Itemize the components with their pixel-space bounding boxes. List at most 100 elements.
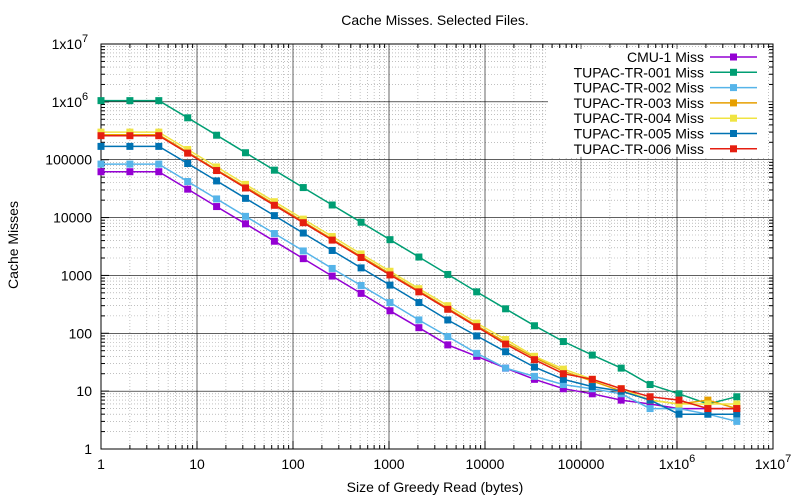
series-3 <box>97 160 741 425</box>
data-point <box>241 220 249 228</box>
legend-marker <box>730 114 737 122</box>
data-point <box>241 194 249 202</box>
data-point <box>299 184 307 192</box>
data-point <box>155 128 163 136</box>
data-point <box>241 184 249 192</box>
data-point <box>386 281 394 289</box>
data-point <box>184 160 192 168</box>
data-point <box>299 255 307 263</box>
legend-item: TUPAC-TR-002 Miss <box>548 79 768 96</box>
data-point <box>704 410 712 418</box>
data-point <box>444 316 452 324</box>
y-tick-label: 10000 <box>53 210 92 226</box>
y-tick-label: 1x10 <box>52 36 83 52</box>
data-point <box>97 160 105 168</box>
x-tick-label: 10 <box>189 456 205 472</box>
data-point <box>473 288 481 296</box>
legend-label: TUPAC-TR-005 Miss <box>574 126 704 142</box>
data-point <box>444 270 452 278</box>
data-point <box>444 302 452 310</box>
legend-item: TUPAC-TR-004 Miss <box>548 110 768 127</box>
data-point <box>97 132 105 140</box>
data-point <box>328 246 336 254</box>
legend-item: CMU-1 Miss <box>548 49 768 65</box>
data-point <box>502 364 510 372</box>
legend-label: TUPAC-TR-006 Miss <box>574 141 704 157</box>
data-point <box>299 247 307 255</box>
data-point <box>502 336 510 344</box>
data-point <box>646 393 654 401</box>
y-tick-exponent: 6 <box>82 91 88 103</box>
data-point <box>530 356 538 364</box>
data-point <box>473 323 481 331</box>
data-point <box>386 299 394 307</box>
data-point <box>213 203 221 211</box>
legend-label: TUPAC-TR-001 Miss <box>574 64 704 80</box>
data-point <box>530 322 538 330</box>
data-point <box>184 146 192 154</box>
data-point <box>126 132 134 140</box>
data-point <box>559 365 567 373</box>
data-point <box>386 271 394 279</box>
data-point <box>241 212 249 220</box>
x-tick-exponent: 7 <box>785 453 791 465</box>
legend-label: TUPAC-TR-002 Miss <box>574 80 704 96</box>
legend-item-background <box>548 49 768 65</box>
legend-item-background <box>548 94 768 111</box>
x-tick-label: 1x107 <box>755 453 791 472</box>
legend-item: TUPAC-TR-003 Miss <box>548 94 768 111</box>
data-point <box>444 332 452 340</box>
data-point <box>97 97 105 105</box>
data-point <box>415 253 423 261</box>
series-2 <box>97 97 741 408</box>
legend-marker <box>730 145 737 153</box>
data-point <box>328 272 336 280</box>
data-point <box>184 185 192 193</box>
data-point <box>704 405 712 413</box>
data-point <box>386 236 394 244</box>
legend-marker <box>730 53 737 61</box>
legend-item-background <box>548 140 768 157</box>
x-tick-exponent: 6 <box>689 453 695 465</box>
data-point <box>328 264 336 272</box>
data-point <box>155 168 163 176</box>
data-point <box>733 400 741 408</box>
data-point <box>502 305 510 313</box>
y-tick-label: 10 <box>76 383 92 399</box>
data-point <box>704 396 712 404</box>
y-tick-label: 100 <box>69 325 93 341</box>
legend-label: CMU-1 Miss <box>627 49 704 65</box>
data-point <box>126 128 134 136</box>
data-point <box>155 142 163 150</box>
data-point <box>328 236 336 244</box>
data-point <box>530 372 538 380</box>
data-point <box>733 393 741 401</box>
data-point <box>184 149 192 157</box>
data-point <box>617 396 625 404</box>
data-point <box>588 375 596 383</box>
data-point <box>502 340 510 348</box>
data-point <box>97 128 105 136</box>
legend-item-background <box>548 110 768 127</box>
legend-marker <box>730 130 737 137</box>
series-1 <box>97 168 741 413</box>
data-point <box>559 381 567 389</box>
data-point <box>299 219 307 227</box>
data-point <box>155 160 163 168</box>
data-point <box>473 349 481 357</box>
data-point <box>126 168 134 176</box>
data-point <box>97 142 105 150</box>
data-point <box>155 132 163 140</box>
data-point <box>444 341 452 349</box>
legend-label: TUPAC-TR-004 Miss <box>574 110 704 126</box>
data-point <box>299 215 307 223</box>
data-point <box>386 307 394 315</box>
legend-item-background <box>548 79 768 96</box>
data-point <box>733 417 741 425</box>
data-point <box>588 351 596 359</box>
y-tick-exponent: 7 <box>82 33 88 45</box>
data-point <box>675 410 683 418</box>
axis-ticks: 1 10 100 1000 10000 100000 1x106 1x107110100100… <box>45 33 791 472</box>
grid <box>100 43 774 450</box>
